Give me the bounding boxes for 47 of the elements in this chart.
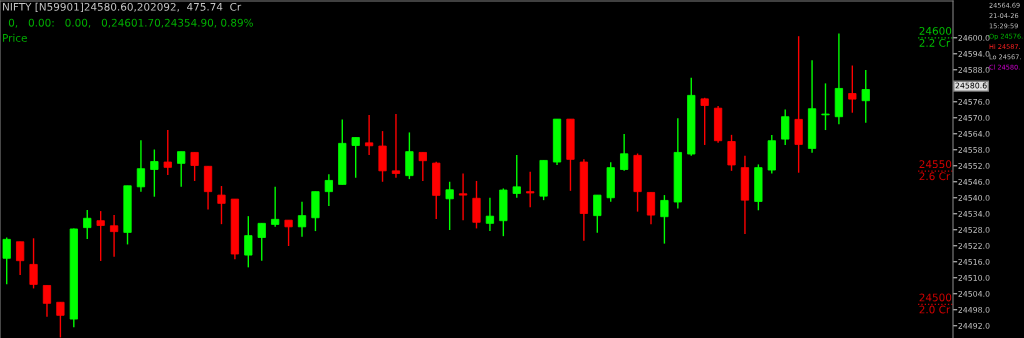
candlestick bbox=[217, 185, 226, 225]
candlestick bbox=[83, 209, 92, 240]
ref-line-label: 24600 2.2 Cr bbox=[919, 26, 952, 47]
candlestick bbox=[150, 148, 159, 198]
candlestick bbox=[620, 133, 629, 172]
candlestick bbox=[42, 284, 52, 318]
annotation: Price bbox=[3, 33, 27, 42]
candlestick bbox=[700, 97, 709, 146]
candlestick bbox=[190, 151, 199, 182]
candlestick bbox=[297, 201, 307, 238]
candlestick bbox=[163, 129, 172, 176]
ref-line-label: 24550 2.6 Cr bbox=[919, 160, 952, 181]
candlestick bbox=[56, 301, 65, 338]
candlestick bbox=[351, 136, 360, 179]
candlestick bbox=[257, 222, 266, 262]
candlestick bbox=[29, 237, 38, 290]
candlestick bbox=[324, 173, 333, 207]
candlestick bbox=[593, 194, 602, 234]
candlestick bbox=[512, 154, 521, 199]
candlestick bbox=[405, 131, 414, 180]
candlestick bbox=[177, 150, 186, 188]
candlestick bbox=[109, 214, 119, 258]
candlestick bbox=[365, 114, 374, 156]
candlestick bbox=[96, 210, 105, 262]
candlestick bbox=[646, 191, 656, 225]
candlestick bbox=[244, 215, 253, 269]
candlestick bbox=[418, 151, 427, 182]
candlestick bbox=[445, 181, 454, 231]
candlestick bbox=[660, 194, 669, 245]
chart-title: NIFTY [N59901]24580.60,202092, 475.74 Cr bbox=[3, 2, 242, 12]
candlestick bbox=[271, 186, 280, 228]
candlestick bbox=[391, 113, 401, 179]
candlestick bbox=[458, 172, 468, 221]
candlestick bbox=[526, 170, 535, 209]
ref-line-label: 24500 2.0 Cr bbox=[919, 293, 952, 314]
candlestick bbox=[284, 219, 293, 247]
candlestick bbox=[2, 236, 11, 285]
candlestick bbox=[821, 82, 830, 131]
candlestick bbox=[16, 241, 25, 276]
text: 0, 0.00: 0.00, 0,24601.70,24354.90, 0.89% bbox=[8, 18, 253, 28]
candlestick bbox=[727, 134, 736, 172]
candlestick bbox=[781, 108, 790, 146]
candlestick bbox=[472, 180, 481, 230]
candlestick bbox=[861, 69, 870, 124]
candlestick bbox=[485, 197, 495, 232]
candlestick bbox=[136, 139, 146, 193]
candlestick bbox=[848, 64, 857, 114]
